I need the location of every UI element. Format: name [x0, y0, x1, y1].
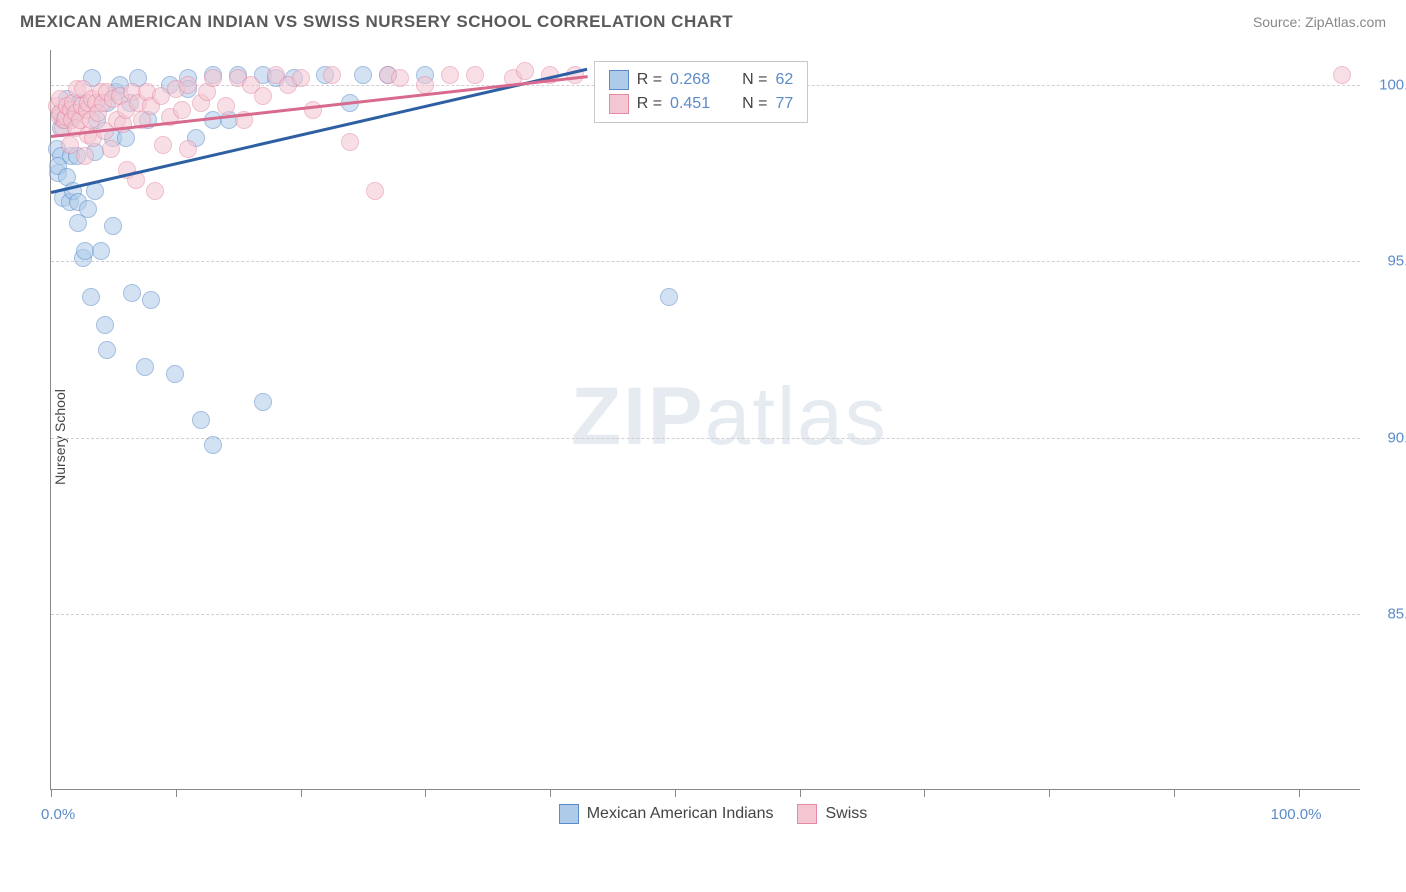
data-point: [96, 316, 114, 334]
source-attribution: Source: ZipAtlas.com: [1253, 14, 1386, 30]
data-point: [304, 101, 322, 119]
data-point: [441, 66, 459, 84]
x-tick: [176, 789, 177, 797]
y-tick-label: 85.0%: [1370, 605, 1406, 622]
data-point: [79, 200, 97, 218]
y-tick-label: 90.0%: [1370, 429, 1406, 446]
data-point: [391, 69, 409, 87]
r-label: R =: [637, 92, 662, 116]
data-point: [136, 358, 154, 376]
data-point: [516, 62, 534, 80]
x-tick-label-max: 100.0%: [1271, 806, 1322, 823]
legend-row: R = 0.451 N = 77: [609, 92, 794, 116]
data-point: [146, 182, 164, 200]
data-point: [292, 69, 310, 87]
data-point: [466, 66, 484, 84]
data-point: [123, 284, 141, 302]
chart-title: MEXICAN AMERICAN INDIAN VS SWISS NURSERY…: [20, 12, 733, 32]
legend-row: R = 0.268 N = 62: [609, 68, 794, 92]
data-point: [179, 76, 197, 94]
x-tick: [425, 789, 426, 797]
legend-label: Swiss: [825, 805, 867, 823]
r-value: 0.268: [670, 68, 710, 92]
gridline: [51, 438, 1360, 439]
x-tick: [1174, 789, 1175, 797]
data-point: [102, 140, 120, 158]
plot-container: Nursery School ZIPatlas 85.0%90.0%95.0%1…: [50, 50, 1376, 824]
data-point: [217, 97, 235, 115]
data-point: [341, 133, 359, 151]
data-point: [142, 291, 160, 309]
data-point: [660, 288, 678, 306]
bottom-legend-item: Mexican American Indians: [559, 804, 774, 824]
y-tick-label: 95.0%: [1370, 253, 1406, 270]
x-tick: [51, 789, 52, 797]
x-tick: [924, 789, 925, 797]
r-value: 0.451: [670, 92, 710, 116]
n-label: N =: [742, 92, 767, 116]
data-point: [204, 69, 222, 87]
data-point: [323, 66, 341, 84]
gridline: [51, 261, 1360, 262]
data-point: [192, 411, 210, 429]
y-tick-label: 100.0%: [1370, 77, 1406, 94]
data-point: [1333, 66, 1351, 84]
x-tick: [550, 789, 551, 797]
n-value: 77: [775, 92, 793, 116]
x-tick: [301, 789, 302, 797]
data-point: [76, 147, 94, 165]
x-tick: [675, 789, 676, 797]
data-point: [254, 393, 272, 411]
data-point: [166, 365, 184, 383]
legend-swatch: [797, 804, 817, 824]
x-tick: [800, 789, 801, 797]
data-point: [366, 182, 384, 200]
x-tick-label-min: 0.0%: [41, 806, 75, 823]
legend-swatch: [559, 804, 579, 824]
legend-label: Mexican American Indians: [587, 805, 774, 823]
data-point: [254, 87, 272, 105]
data-point: [204, 436, 222, 454]
x-tick: [1299, 789, 1300, 797]
gridline: [51, 614, 1360, 615]
data-point: [104, 217, 122, 235]
n-value: 62: [775, 68, 793, 92]
data-point: [154, 136, 172, 154]
n-label: N =: [742, 68, 767, 92]
data-point: [179, 140, 197, 158]
legend-swatch: [609, 70, 629, 90]
data-point: [82, 288, 100, 306]
legend-swatch: [609, 94, 629, 114]
watermark: ZIPatlas: [571, 370, 888, 464]
x-tick: [1049, 789, 1050, 797]
stats-legend: R = 0.268 N = 62 R = 0.451 N = 77: [594, 61, 809, 123]
scatter-plot: ZIPatlas 85.0%90.0%95.0%100.0%0.0%100.0%…: [50, 50, 1360, 790]
data-point: [354, 66, 372, 84]
data-point: [98, 341, 116, 359]
bottom-legend: Mexican American Indians Swiss: [50, 804, 1376, 824]
data-point: [173, 101, 191, 119]
bottom-legend-item: Swiss: [797, 804, 867, 824]
data-point: [92, 242, 110, 260]
r-label: R =: [637, 68, 662, 92]
